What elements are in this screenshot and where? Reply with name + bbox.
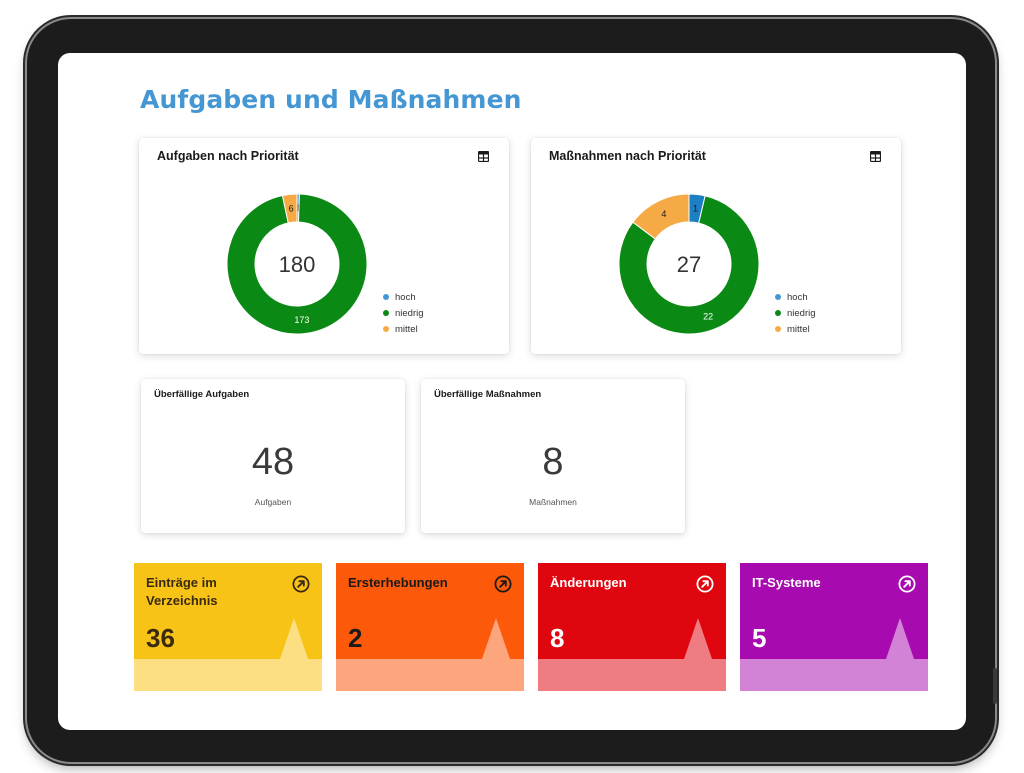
donut-slice-niedrig[interactable] (618, 195, 760, 335)
arrow-up-right-circle-icon[interactable] (898, 575, 916, 593)
donut-chart-measures: 1 22 4 27 (618, 193, 760, 335)
sparkline-peak (886, 618, 914, 659)
sparkline-peak (684, 618, 712, 659)
slice-label-mittel: 6 (289, 203, 294, 213)
legend-label: hoch (787, 291, 808, 303)
legend-item-mittel[interactable]: mittel (383, 321, 424, 337)
tile-value: 36 (146, 623, 175, 653)
legend-label: hoch (395, 291, 416, 303)
summary-tile[interactable]: Einträge im Verzeichnis 36 (134, 563, 322, 691)
sparkline-peak (482, 618, 510, 659)
sparkline-peak (280, 618, 308, 659)
legend-label: niedrig (787, 307, 816, 319)
summary-tile[interactable]: Änderungen 8 (538, 563, 726, 691)
tile-band (538, 659, 726, 691)
dashboard-screen: Aufgaben und Maßnahmen Aufgaben nach Pri… (58, 53, 966, 730)
kpi-unit: Maßnahmen (529, 497, 577, 507)
legend-item-niedrig[interactable]: niedrig (775, 305, 816, 321)
chart-legend: hoch niedrig mittel (383, 289, 424, 337)
tile-label: Ersterhebungen (348, 575, 448, 590)
tile-value: 8 (550, 623, 565, 653)
summary-tile[interactable]: IT-Systeme 5 (740, 563, 928, 691)
legend-dot (383, 294, 389, 300)
card-title: Aufgaben nach Priorität (157, 149, 299, 163)
sparkline-shape (280, 618, 308, 659)
slice-label-hoch: 1 (295, 203, 300, 213)
summary-tile[interactable]: Ersterhebungen 2 (336, 563, 524, 691)
kpi-title: Überfällige Aufgaben (154, 389, 250, 400)
slice-label-niedrig: 173 (294, 315, 309, 325)
legend-dot (775, 294, 781, 300)
legend-label: mittel (787, 323, 810, 335)
overdue-measures-card[interactable]: Überfällige Maßnahmen 8 Maßnahmen (421, 379, 685, 533)
table-view-icon[interactable] (478, 151, 489, 162)
donut-total: 27 (677, 252, 701, 277)
tile-band (134, 659, 322, 691)
slice-label-hoch: 1 (693, 203, 698, 213)
priority-card-measures: Maßnahmen nach Priorität 1 22 4 27 hoch nie… (531, 138, 901, 354)
arrow-up-right-circle-icon[interactable] (292, 575, 310, 593)
slice-label-niedrig: 22 (703, 312, 713, 322)
slice-label-mittel: 4 (661, 209, 666, 219)
tablet-side-button (993, 668, 997, 704)
tile-band (336, 659, 524, 691)
sparkline-shape (886, 618, 914, 659)
legend-item-hoch[interactable]: hoch (383, 289, 424, 305)
donut-slice-mittel[interactable] (632, 193, 690, 240)
legend-dot (383, 310, 389, 316)
tile-band (740, 659, 928, 691)
priority-card-tasks: Aufgaben nach Priorität 1 173 6 180 hoch ni… (139, 138, 509, 354)
kpi-unit: Aufgaben (254, 497, 292, 507)
sparkline-shape (482, 618, 510, 659)
kpi-value: 8 (542, 441, 564, 483)
legend-item-niedrig[interactable]: niedrig (383, 305, 424, 321)
sparkline-shape (684, 618, 712, 659)
tile-value: 2 (348, 623, 363, 653)
donut-total: 180 (279, 252, 316, 277)
overdue-tasks-card[interactable]: Überfällige Aufgaben 48 Aufgaben (141, 379, 405, 533)
legend-item-mittel[interactable]: mittel (775, 321, 816, 337)
tile-label: Einträge im Verzeichnis (146, 575, 218, 608)
arrow-up-right-circle-icon[interactable] (696, 575, 714, 593)
donut-slice-mittel[interactable] (281, 193, 298, 224)
page-title: Aufgaben und Maßnahmen (140, 85, 522, 114)
legend-dot (383, 326, 389, 332)
donut-slice-niedrig[interactable] (226, 193, 368, 335)
tile-value: 5 (752, 623, 767, 653)
card-title: Maßnahmen nach Priorität (549, 149, 706, 163)
tile-label: IT-Systeme (752, 575, 821, 590)
arrow-up-right-circle-icon[interactable] (494, 575, 512, 593)
tile-label: Änderungen (550, 575, 627, 590)
legend-label: niedrig (395, 307, 424, 319)
chart-legend: hoch niedrig mittel (775, 289, 816, 337)
donut-chart-tasks: 1 173 6 180 (226, 193, 368, 335)
legend-dot (775, 326, 781, 332)
legend-dot (775, 310, 781, 316)
legend-item-hoch[interactable]: hoch (775, 289, 816, 305)
legend-label: mittel (395, 323, 418, 335)
kpi-value: 48 (251, 441, 295, 483)
table-view-icon[interactable] (870, 151, 881, 162)
kpi-title: Überfällige Maßnahmen (434, 389, 542, 400)
